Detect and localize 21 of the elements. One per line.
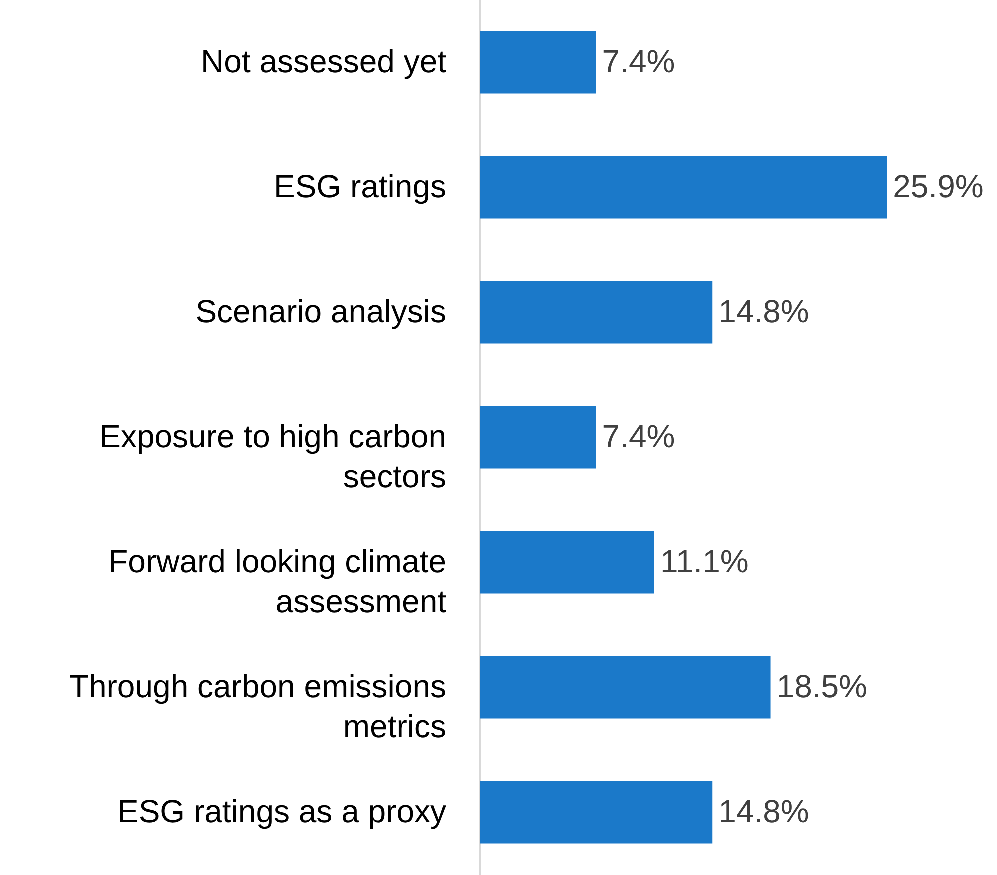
data-label: 7.4% [602,44,676,80]
bar [480,781,713,844]
bar [480,156,888,219]
data-label: 7.4% [602,418,676,454]
y-tick-label: Exposure to high carbon sectors [100,418,446,494]
data-label: 18.5% [776,668,868,704]
bar [480,531,654,594]
data-label: 14.8% [718,794,810,830]
data-label: 25.9% [893,168,984,204]
data-label: 14.8% [718,294,810,330]
bar [480,281,713,344]
bar [480,406,596,469]
y-tick-label: Not assessed yet [201,44,447,80]
y-tick-label: ESG ratings as a proxy [117,794,446,830]
data-label: 11.1% [660,544,749,580]
bar [480,656,771,719]
bar [480,31,596,94]
y-tick-label: Forward looking climate assessment [108,544,447,620]
y-tick-label: Scenario analysis [196,294,446,330]
y-tick-label: ESG ratings [274,168,446,204]
y-tick-label: Through carbon emissions metrics [69,668,446,744]
